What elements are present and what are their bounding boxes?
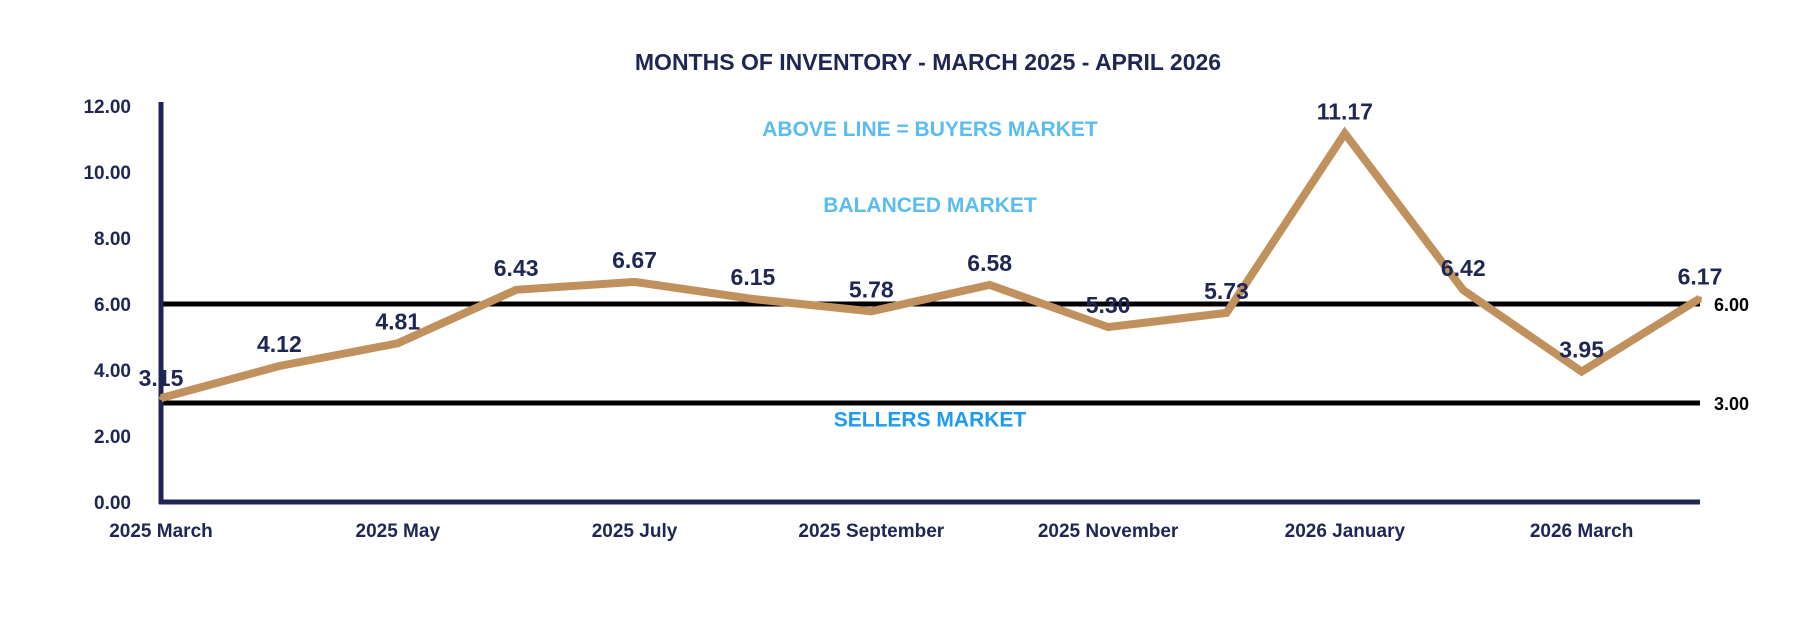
y-tick-label: 6.00 bbox=[94, 295, 131, 316]
y-tick-label: 12.00 bbox=[83, 97, 131, 118]
x-tick-label: 2025 March bbox=[109, 521, 213, 542]
reference-line-label: 6.00 bbox=[1714, 295, 1749, 315]
data-label: 6.58 bbox=[967, 250, 1012, 276]
data-label: 5.78 bbox=[849, 276, 894, 302]
data-point bbox=[159, 396, 163, 401]
x-tick-label: 2025 May bbox=[356, 521, 441, 542]
x-tick-label: 2025 November bbox=[1038, 521, 1179, 542]
data-label: 5.30 bbox=[1086, 292, 1131, 318]
y-tick-label: 8.00 bbox=[94, 229, 131, 250]
y-tick-label: 0.00 bbox=[94, 493, 131, 514]
reference-lines: 6.00 3.00 bbox=[161, 295, 1749, 414]
data-label: 4.12 bbox=[257, 331, 302, 357]
data-label: 3.95 bbox=[1559, 337, 1604, 363]
market-zone-annotations: ABOVE LINE = BUYERS MARKET BALANCED MARKE… bbox=[762, 118, 1098, 431]
data-point bbox=[1698, 296, 1702, 301]
data-point bbox=[514, 287, 519, 292]
y-tick-label: 4.00 bbox=[94, 361, 131, 382]
reference-line-label: 3.00 bbox=[1714, 394, 1749, 414]
zone-annotation: ABOVE LINE = BUYERS MARKET bbox=[762, 118, 1098, 141]
data-labels: 3.15 4.12 4.81 6.43 6.67 6.15 5.78 6.58 5.30 5.73… bbox=[139, 98, 1723, 391]
y-axis-ticks: 0.00 2.00 4.00 6.00 8.00 10.00 12.00 bbox=[83, 97, 131, 514]
data-label: 5.73 bbox=[1204, 278, 1249, 304]
zone-annotation: SELLERS MARKET bbox=[834, 409, 1027, 432]
data-label: 11.17 bbox=[1317, 98, 1373, 124]
data-label: 3.15 bbox=[139, 365, 184, 391]
data-point bbox=[1579, 369, 1584, 374]
series-line bbox=[159, 126, 1703, 402]
data-point bbox=[1224, 310, 1229, 315]
data-label: 6.15 bbox=[731, 264, 776, 290]
x-tick-label: 2026 January bbox=[1285, 521, 1406, 542]
data-label: 6.43 bbox=[494, 255, 539, 281]
data-point bbox=[1106, 325, 1111, 330]
data-point bbox=[632, 279, 637, 284]
data-label: 6.67 bbox=[612, 247, 657, 273]
x-axis-ticks: 2025 March 2025 May 2025 July 2025 Septembe… bbox=[109, 521, 1633, 542]
data-label: 6.42 bbox=[1441, 255, 1486, 281]
data-point bbox=[750, 297, 755, 302]
data-point bbox=[1461, 288, 1466, 293]
data-point bbox=[395, 341, 400, 346]
axes bbox=[158, 102, 1700, 505]
data-label: 4.81 bbox=[375, 308, 420, 334]
data-point bbox=[1342, 131, 1347, 136]
chart-title: MONTHS OF INVENTORY - MARCH 2025 - APRIL… bbox=[635, 49, 1221, 75]
series-inventory bbox=[159, 126, 1703, 402]
data-label: 6.17 bbox=[1678, 263, 1723, 289]
data-point bbox=[277, 364, 282, 369]
x-tick-label: 2025 July bbox=[592, 521, 678, 542]
data-point bbox=[869, 309, 874, 314]
y-tick-label: 2.00 bbox=[94, 427, 131, 448]
data-point bbox=[987, 282, 992, 287]
zone-annotation: BALANCED MARKET bbox=[823, 194, 1037, 217]
x-tick-label: 2025 September bbox=[798, 521, 944, 542]
x-tick-label: 2026 March bbox=[1530, 521, 1634, 542]
y-tick-label: 10.00 bbox=[83, 163, 131, 184]
